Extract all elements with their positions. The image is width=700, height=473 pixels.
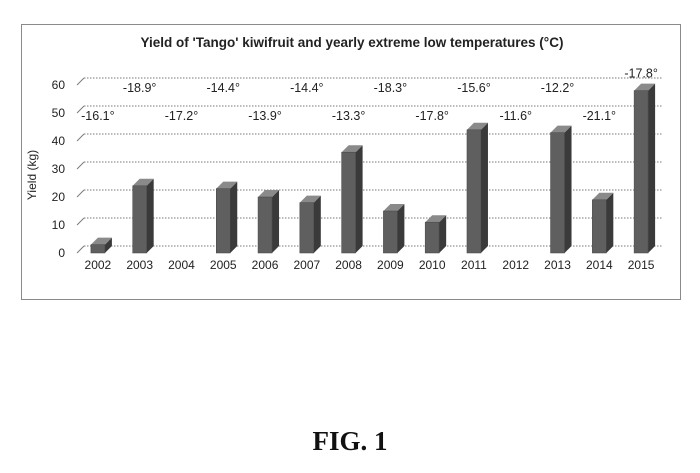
y-tick-label: 0	[58, 246, 65, 260]
bar-side	[313, 195, 321, 253]
bars	[90, 83, 656, 254]
bar-side	[230, 181, 238, 253]
bar-side	[439, 215, 447, 253]
gridline-diagonal	[76, 105, 85, 114]
bar-side	[564, 125, 572, 253]
bar	[466, 129, 482, 254]
gridline-diagonal	[76, 217, 85, 226]
x-tick-label: 2002	[85, 258, 112, 272]
bar-side	[480, 122, 488, 253]
bar	[299, 202, 315, 254]
bar-top	[132, 178, 154, 186]
y-tick-label: 60	[52, 78, 66, 92]
bar-top	[258, 190, 280, 197]
temperature-label: -13.9°	[248, 109, 282, 123]
temperature-label: -15.6°	[457, 81, 491, 95]
bar-top	[634, 83, 656, 91]
y-tick-labels: 0 10 20 30 40 50 60	[52, 78, 66, 260]
bar-top	[383, 204, 405, 211]
gridline-diagonal	[76, 245, 85, 254]
bar-top	[299, 195, 321, 203]
chart-title: Yield of 'Tango' kiwifruit and yearly ex…	[141, 35, 564, 50]
yield-bar-chart: Yield of 'Tango' kiwifruit and yearly ex…	[25, 35, 662, 272]
temperature-label: -18.3°	[374, 81, 408, 95]
bar	[341, 151, 356, 254]
bar-top	[90, 237, 112, 245]
x-tick-label: 2003	[126, 258, 153, 272]
temperature-label: -17.2°	[165, 109, 199, 123]
x-tick-label: 2007	[293, 258, 320, 272]
temperature-label: -12.2°	[541, 81, 575, 95]
bar	[257, 196, 273, 254]
bar-side	[355, 145, 363, 253]
x-tick-label: 2004	[168, 258, 195, 272]
temperature-label: -14.4°	[290, 81, 324, 95]
gridlines	[76, 77, 662, 254]
bar	[132, 185, 147, 254]
x-tick-label: 2008	[335, 258, 362, 272]
figure-label: FIG. 1	[312, 426, 388, 456]
bar	[633, 90, 649, 254]
bar	[216, 188, 231, 254]
gridline-diagonal	[76, 77, 85, 86]
x-tick-label: 2015	[628, 258, 655, 272]
gridline-diagonal	[76, 189, 85, 198]
bar-top	[425, 215, 447, 223]
chart-frame: Yield of 'Tango' kiwifruit and yearly ex…	[21, 24, 681, 300]
x-tick-label: 2009	[377, 258, 404, 272]
y-tick-label: 20	[52, 190, 66, 204]
x-tick-label: 2014	[586, 258, 613, 272]
bar-side	[104, 237, 112, 253]
x-tick-label: 2013	[544, 258, 571, 272]
gridline-diagonal	[76, 133, 85, 142]
bar-side	[606, 192, 614, 253]
temperature-label: -14.4°	[207, 81, 241, 95]
temperature-label: -13.3°	[332, 109, 366, 123]
bar-side	[146, 178, 154, 253]
y-tick-label: 50	[52, 106, 66, 120]
bar	[383, 210, 398, 254]
bar	[592, 199, 607, 254]
temperature-annotations: -16.1° -18.9° -17.2° -14.4° -13.9° -14.4° -13.…	[81, 67, 658, 123]
bar	[424, 221, 440, 254]
x-tick-label: 2012	[502, 258, 529, 272]
temperature-label: -17.8°	[624, 67, 658, 81]
bar-top	[592, 192, 614, 200]
bar-side	[397, 204, 405, 253]
bar	[550, 132, 565, 254]
bar-top	[550, 125, 572, 133]
bar-top	[216, 181, 238, 189]
y-axis-label: Yield (kg)	[25, 150, 39, 200]
x-tick-label: 2011	[461, 258, 487, 272]
y-tick-label: 30	[52, 162, 66, 176]
x-tick-label: 2006	[252, 258, 279, 272]
x-tick-labels: 2002 2003 2004 2005 2006 2007 2008 2009 2010 2011…	[85, 258, 655, 272]
bar-top	[341, 145, 363, 153]
temperature-label: -18.9°	[123, 81, 157, 95]
x-tick-label: 2005	[210, 258, 237, 272]
temperature-label: -17.8°	[415, 109, 449, 123]
bar-side	[648, 83, 656, 253]
gridline-diagonal	[76, 161, 85, 170]
temperature-label: -11.6°	[499, 109, 532, 123]
bar-top	[466, 122, 488, 130]
bar-side	[272, 190, 280, 253]
y-tick-label: 40	[52, 134, 66, 148]
x-tick-label: 2010	[419, 258, 446, 272]
temperature-label: -16.1°	[81, 109, 115, 123]
bar	[90, 244, 106, 254]
y-tick-label: 10	[52, 218, 66, 232]
temperature-label: -21.1°	[583, 109, 617, 123]
